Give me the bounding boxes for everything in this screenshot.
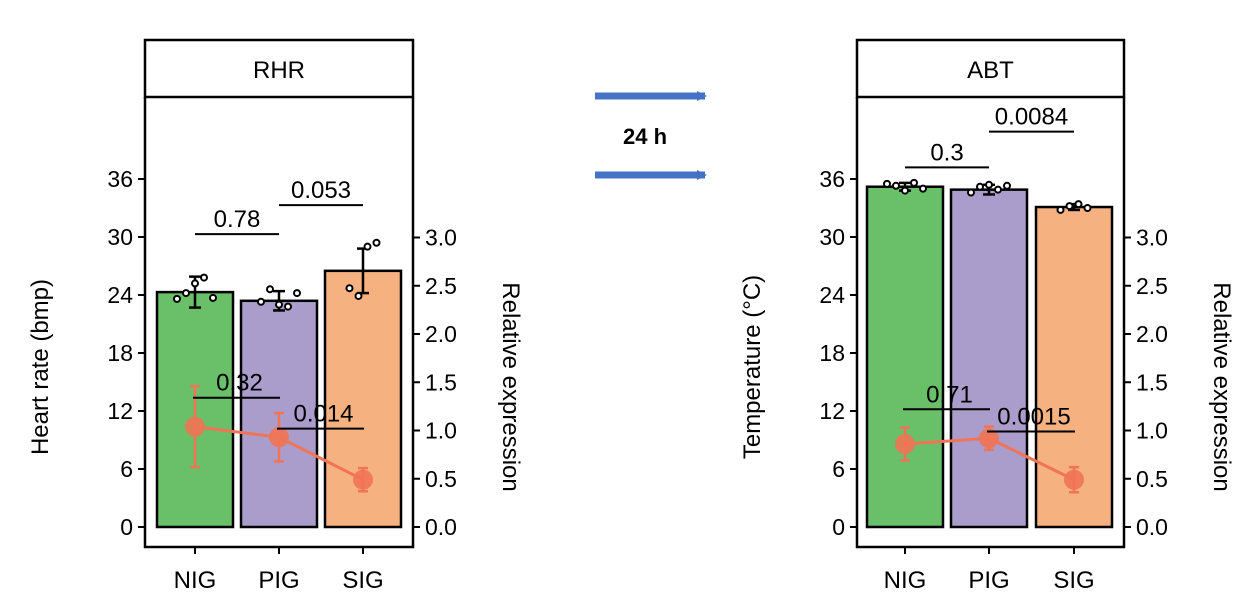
data-point <box>1083 204 1092 212</box>
transition-annotation: 24 h <box>595 91 707 180</box>
x-tick-label: NIG <box>174 567 217 592</box>
data-point <box>892 181 900 190</box>
pvalue-label: 0.053 <box>291 177 351 204</box>
expression-point <box>185 416 205 437</box>
data-point <box>985 180 993 189</box>
data-point <box>883 179 891 188</box>
expression-point <box>979 428 999 449</box>
data-point <box>191 279 199 288</box>
pvalue-label: 0.0084 <box>995 104 1068 131</box>
y2-tick-label: 0.0 <box>425 514 457 540</box>
data-point <box>275 300 283 309</box>
y2-tick-label: 1.0 <box>425 418 457 444</box>
y-tick-label: 12 <box>819 398 845 424</box>
data-point <box>257 297 265 306</box>
y-tick-label: 24 <box>107 282 133 308</box>
y2-axis-title: Relative expression <box>497 282 524 491</box>
data-point <box>967 188 975 197</box>
data-point <box>284 302 292 311</box>
y2-tick-label: 1.5 <box>1136 369 1168 395</box>
y2-tick-label: 1.0 <box>1136 418 1168 444</box>
x-tick-label: SIG <box>1053 567 1094 592</box>
chart-title: RHR <box>253 57 305 84</box>
data-point <box>919 184 927 193</box>
facet-strip <box>855 38 1126 99</box>
time-label: 24 h <box>623 124 667 149</box>
chart-rhr: RHR 0 6 12 18 24 30 36 0.0 0.5 1.0 1.5 2.0 2.5 3.0 Hear… <box>27 38 524 592</box>
data-point <box>976 182 984 191</box>
pvalue-label: 0.71 <box>926 381 973 408</box>
data-point <box>354 291 363 300</box>
y2-tick-label: 3.0 <box>1136 225 1168 251</box>
x-tick-label: PIG <box>258 567 299 592</box>
y-tick-label: 24 <box>819 282 845 308</box>
expression-point <box>895 434 915 455</box>
y2-tick-label: 0.5 <box>1136 466 1168 492</box>
x-tick-label: PIG <box>968 567 1009 592</box>
pvalue-label: 0.014 <box>293 401 353 428</box>
y-tick-label: 30 <box>107 224 133 250</box>
y2-tick-label: 2.0 <box>425 321 457 347</box>
expression-point <box>269 427 289 448</box>
x-tick-label: NIG <box>884 567 927 592</box>
y2-tick-label: 1.5 <box>425 369 457 395</box>
bar-nig <box>865 185 945 529</box>
y-tick-label: 36 <box>107 166 133 192</box>
data-point <box>1074 200 1083 209</box>
y2-tick-label: 2.5 <box>425 273 457 299</box>
data-point <box>266 285 274 294</box>
y-tick-label: 0 <box>832 514 845 540</box>
x-tick-label: SIG <box>342 567 383 592</box>
y-tick-label: 30 <box>819 224 845 250</box>
pvalue-label: 0.0015 <box>997 403 1070 430</box>
data-point <box>200 273 208 282</box>
bar-pig <box>949 188 1029 529</box>
expression-point <box>1064 469 1084 490</box>
plot-frame <box>855 97 1126 549</box>
chart-abt: ABT 0 6 12 18 24 30 36 0.0 0.5 1.0 1.5 2.0 2.5 3.0 Temp… <box>739 38 1235 592</box>
data-point <box>1065 202 1074 211</box>
y2-tick-label: 0.5 <box>425 466 457 492</box>
data-point <box>1003 181 1011 190</box>
data-point <box>1056 205 1065 214</box>
data-point <box>293 289 301 298</box>
pvalue-label: 0.3 <box>930 139 963 166</box>
y2-tick-label: 0.0 <box>1136 514 1168 540</box>
y2-tick-label: 3.0 <box>425 225 457 251</box>
pvalue-label: 0.78 <box>214 206 261 233</box>
y-tick-label: 6 <box>832 456 845 482</box>
chart-title: ABT <box>967 57 1014 84</box>
data-point <box>209 293 217 302</box>
data-point <box>910 178 918 187</box>
expression-point <box>353 469 373 490</box>
y2-tick-label: 2.0 <box>1136 321 1168 347</box>
y-tick-label: 18 <box>819 340 845 366</box>
data-point <box>182 289 190 298</box>
y-axis-title: Temperature (°C) <box>739 275 766 459</box>
data-point <box>901 186 909 195</box>
y-tick-label: 36 <box>819 166 845 192</box>
y2-axis-title: Relative expression <box>1208 282 1235 491</box>
facet-strip <box>143 38 415 99</box>
y-axis-title: Heart rate (bmp) <box>27 279 54 455</box>
data-point <box>345 284 354 293</box>
y-tick-label: 6 <box>120 456 133 482</box>
y-tick-label: 0 <box>120 514 133 540</box>
pvalue-label: 0.32 <box>216 370 263 397</box>
data-point <box>372 238 381 247</box>
data-point <box>363 242 372 251</box>
data-point <box>173 294 181 303</box>
data-point <box>994 185 1002 194</box>
y-tick-label: 18 <box>107 340 133 366</box>
y-tick-label: 12 <box>107 398 133 424</box>
y2-tick-label: 2.5 <box>1136 273 1168 299</box>
